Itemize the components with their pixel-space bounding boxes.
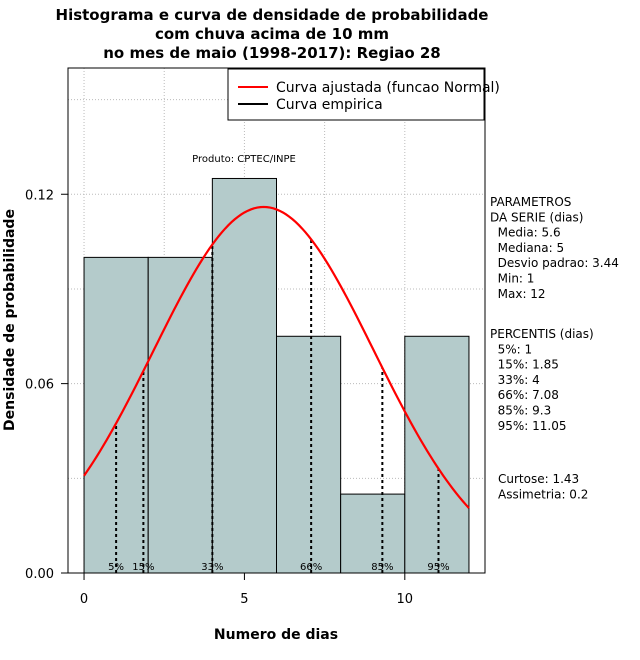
legend-label: Curva ajustada (funcao Normal): [276, 80, 500, 96]
side-panel-line: Min: 1: [490, 272, 534, 286]
histogram-bar: [276, 335, 342, 574]
histogram-bars: [83, 177, 470, 574]
legend-box: [227, 68, 485, 121]
histogram-bar: [211, 177, 278, 574]
side-panel-line: PERCENTIS (dias): [490, 327, 594, 341]
normal-curve-line: [83, 205, 470, 509]
side-panel-line: Assimetria: 0.2: [498, 487, 588, 501]
x-axis-title: Numero de dias: [214, 627, 338, 643]
side-panel-line: Curtose: 1.43: [498, 472, 579, 486]
percentile-label: 15%: [132, 562, 154, 573]
legend-label: Curva empirica: [276, 97, 383, 113]
chart-title: Histograma e curva de densidade de proba…: [56, 6, 489, 62]
x-tick-label: 5: [240, 592, 248, 607]
x-tick-label: 10: [397, 592, 414, 607]
side-panel-line: 85%: 9.3: [490, 404, 551, 418]
chart-title-line: Histograma e curva de densidade de proba…: [56, 6, 489, 24]
side-panel-line: 95%: 11.05: [490, 419, 567, 433]
side-panel-line: PARAMETROS: [490, 195, 571, 209]
side-panel-line: 15%: 1.85: [490, 358, 559, 372]
percentile-label: 85%: [371, 562, 393, 573]
percentile-lines: 5% 15% 33% 66% 85% 95%: [108, 239, 450, 573]
percentile-label: 33%: [201, 562, 223, 573]
chart-title-line: no mes de maio (1998-2017): Regiao 28: [103, 44, 441, 62]
axes: 0 5 10 0.00 0.06 0.12: [25, 188, 413, 607]
side-panel-line: Media: 5.6: [490, 226, 561, 240]
side-panel-line: DA SERIE (dias): [490, 210, 583, 224]
side-panel-line: Mediana: 5: [490, 241, 564, 255]
side-panel-line: Desvio padrao: 3.44: [490, 256, 619, 270]
product-annotation: Produto: CPTEC/INPE: [192, 154, 296, 165]
side-panel-line: 33%: 4: [490, 373, 540, 387]
y-axis-title: Densidade de probabilidade: [2, 209, 18, 431]
legend: Curva ajustada (funcao Normal)Curva empi…: [227, 68, 500, 121]
histogram-bar: [83, 256, 149, 574]
plot-frame: [67, 67, 486, 574]
percentile-label: 95%: [427, 562, 449, 573]
y-tick-label: 0.00: [25, 567, 54, 582]
percentile-label: 5%: [108, 562, 124, 573]
chart-title-line: com chuva acima de 10 mm: [155, 25, 389, 43]
side-panel-line: 66%: 7.08: [490, 388, 559, 402]
percentile-label: 66%: [300, 562, 322, 573]
y-tick-label: 0.06: [25, 378, 54, 393]
histogram-bar: [147, 256, 213, 574]
side-panel-line: 5%: 1: [490, 342, 532, 356]
histogram-bar: [404, 335, 470, 574]
normal-curve: [83, 205, 470, 509]
y-tick-label: 0.12: [25, 188, 54, 203]
side-panel-line: Max: 12: [490, 287, 546, 301]
x-tick-label: 0: [80, 592, 88, 607]
